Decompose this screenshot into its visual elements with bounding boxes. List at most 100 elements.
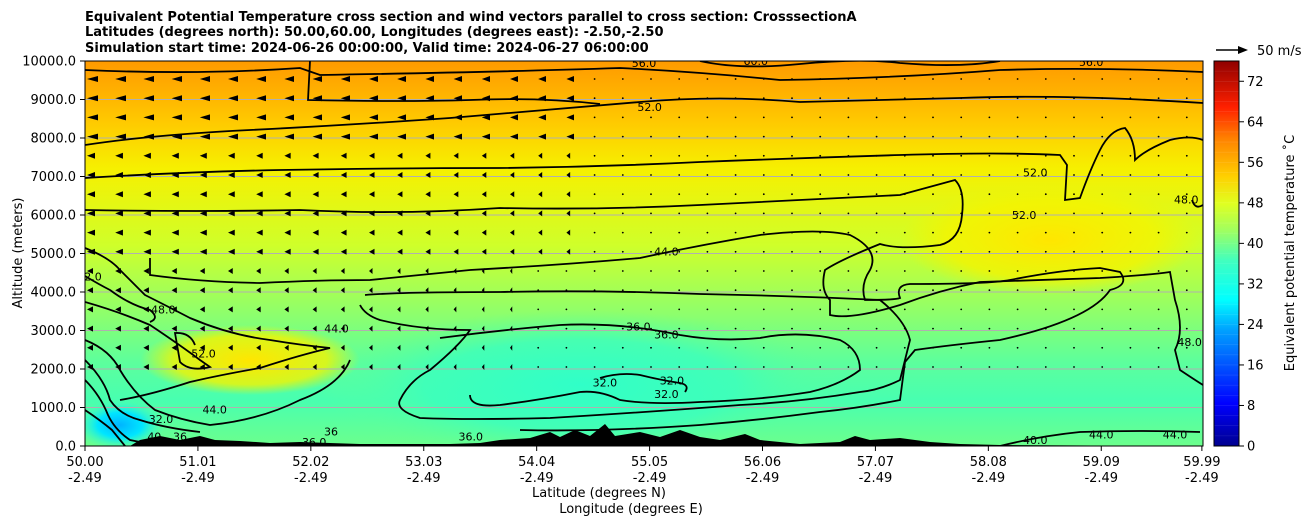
wind-vector xyxy=(510,210,515,217)
contour-52 xyxy=(85,127,1203,202)
wind-vector xyxy=(650,327,652,330)
wind-vector xyxy=(960,212,963,215)
wind-vector xyxy=(566,191,571,198)
wind-vector xyxy=(538,172,543,178)
wind-vector xyxy=(988,212,991,215)
wind-vector xyxy=(650,346,652,349)
wind-vector xyxy=(115,133,126,140)
wind-vector xyxy=(650,270,652,272)
wind-vector xyxy=(960,270,963,272)
wind-vector xyxy=(593,289,596,292)
wind-vector xyxy=(621,135,624,138)
wind-vector xyxy=(1073,193,1075,196)
wind-vector xyxy=(115,210,123,217)
wind-vector xyxy=(510,229,515,236)
wind-vector xyxy=(1073,212,1075,215)
wind-vector xyxy=(425,287,429,294)
wind-vector xyxy=(1157,135,1160,138)
wind-vector xyxy=(312,210,319,217)
wind-vector xyxy=(1185,250,1188,253)
wind-vector xyxy=(481,172,487,178)
quiver-key-label: 50 m/s xyxy=(1257,44,1302,59)
wind-vector xyxy=(734,346,737,349)
wind-vector xyxy=(1044,250,1047,253)
wind-vector xyxy=(340,364,345,370)
wind-vector xyxy=(1016,231,1019,234)
wind-vector xyxy=(397,229,403,236)
wind-vector xyxy=(847,193,850,196)
wind-vector xyxy=(369,172,375,178)
wind-vector xyxy=(284,364,289,370)
wind-vector xyxy=(284,95,294,102)
wind-vector xyxy=(340,152,347,159)
wind-vector xyxy=(566,229,571,236)
wind-vector xyxy=(538,229,543,236)
wind-vector xyxy=(143,306,149,313)
wind-vector xyxy=(988,289,991,292)
x-tick-label-latitude: 59.09 xyxy=(1083,455,1120,470)
wind-vector xyxy=(369,191,375,198)
wind-vector xyxy=(762,327,765,330)
wind-vector xyxy=(369,95,378,102)
wind-vector xyxy=(791,327,793,330)
wind-vector xyxy=(143,325,149,332)
wind-vector xyxy=(397,325,401,332)
wind-vector xyxy=(397,152,403,159)
wind-vector xyxy=(537,289,540,292)
wind-vector xyxy=(425,114,434,121)
x-tick-label-longitude: -2.49 xyxy=(520,471,554,486)
wind-vector xyxy=(1101,212,1104,215)
contour-label: 44.0 xyxy=(202,403,227,416)
wind-vector xyxy=(960,231,963,234)
wind-vector xyxy=(340,191,347,198)
wind-vector xyxy=(425,152,431,159)
wind-vector xyxy=(538,76,546,82)
wind-vector xyxy=(875,193,878,196)
wind-vector xyxy=(960,250,963,253)
wind-vector xyxy=(593,174,596,176)
wind-vector xyxy=(481,248,487,255)
wind-vector xyxy=(1185,366,1188,368)
wind-vector xyxy=(1101,231,1104,234)
wind-vector xyxy=(819,270,822,272)
wind-vector xyxy=(1157,308,1160,311)
wind-vector xyxy=(960,289,963,292)
wind-vector xyxy=(481,210,487,217)
y-tick-label: 5000.0 xyxy=(31,247,77,262)
wind-vector xyxy=(791,231,793,234)
wind-vector xyxy=(678,212,681,215)
title-line-3: Simulation start time: 2024-06-26 00:00:… xyxy=(85,41,649,56)
wind-vector xyxy=(960,346,963,349)
wind-vector xyxy=(988,97,991,100)
contour-labels: 56.0 60.0 56.0 52.0 52.0 52.0 48.0 44.0 52.0 48.0… xyxy=(85,56,1202,446)
wind-vector xyxy=(791,308,793,311)
wind-vector xyxy=(87,76,98,82)
wind-vector xyxy=(1101,289,1104,292)
wind-vector xyxy=(875,97,878,100)
wind-vector xyxy=(621,308,624,311)
wind-vector xyxy=(453,268,457,274)
contour-label: 52.0 xyxy=(637,101,662,114)
wind-vector xyxy=(171,172,179,178)
wind-vector xyxy=(650,135,652,138)
wind-vector xyxy=(284,306,289,313)
wind-vector xyxy=(650,78,652,80)
contour-label: 32.0 xyxy=(149,413,174,426)
wind-vector xyxy=(678,135,681,138)
wind-vector xyxy=(453,229,459,236)
wind-vector xyxy=(1185,97,1188,100)
wind-vector xyxy=(1101,366,1104,368)
wind-vector xyxy=(847,135,850,138)
wind-vector xyxy=(875,250,878,253)
wind-vector xyxy=(312,76,322,82)
wind-vector xyxy=(481,325,485,332)
wind-vector xyxy=(847,270,850,272)
wind-vector xyxy=(565,289,568,292)
y-tick-label: 0.0 xyxy=(55,440,76,455)
contour-52-top xyxy=(85,95,1203,146)
wind-vector xyxy=(1185,289,1188,292)
contour-label: 56.0 xyxy=(1079,56,1104,69)
y-tick-label: 4000.0 xyxy=(31,286,77,301)
wind-vector xyxy=(115,114,126,121)
wind-vector xyxy=(228,172,235,178)
